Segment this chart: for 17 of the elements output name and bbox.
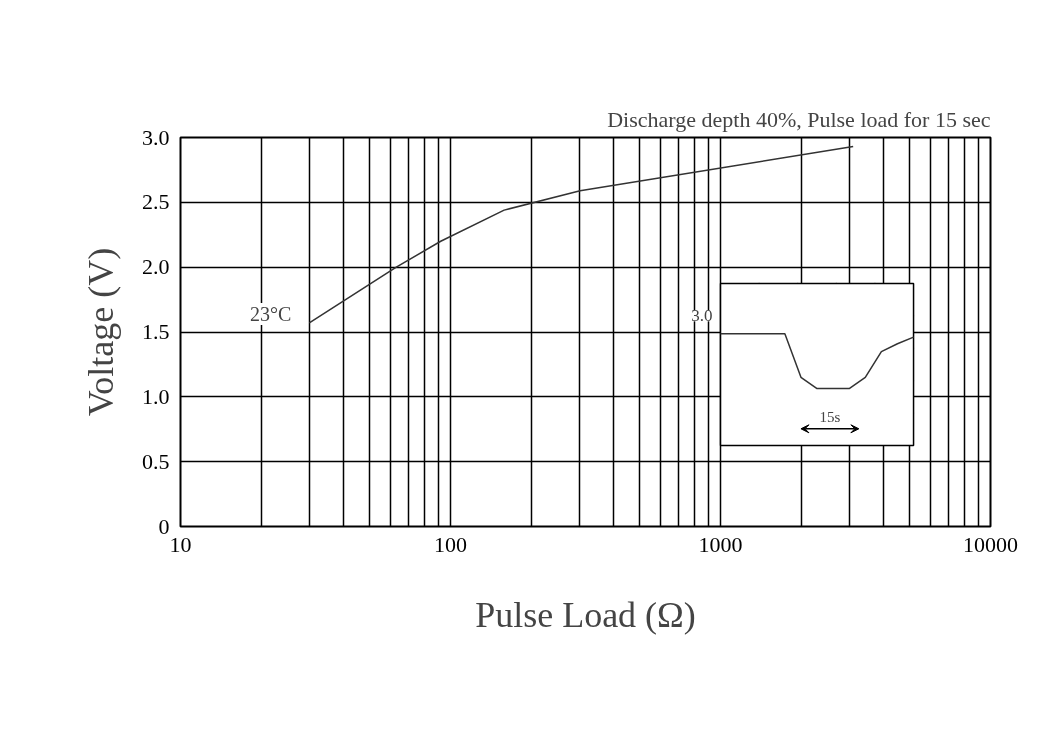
x-tick-label: 100	[434, 531, 467, 557]
y-tick-label: 2.5	[142, 189, 170, 215]
y-tick-label: 0.5	[142, 448, 170, 474]
y-tick-label: 2.0	[142, 254, 170, 280]
x-tick-label: 10	[169, 531, 192, 557]
annotation: 3.0	[691, 306, 713, 326]
chart-title: Discharge depth 40%, Pulse load for 15 sec	[607, 106, 991, 132]
x-axis-title: Pulse Load (Ω)	[475, 594, 696, 635]
y-tick-label: 1.0	[142, 383, 170, 409]
y-tick-label: 3.0	[142, 124, 170, 150]
y-axis-title: Voltage (V)	[81, 247, 121, 417]
annotation: 23°C	[249, 302, 292, 325]
x-tick-label: 10000	[963, 531, 1018, 557]
y-tick-label: 0	[158, 513, 170, 539]
annotation: 15s	[819, 408, 841, 425]
y-tick-label: 1.5	[142, 319, 170, 344]
x-tick-label: 1000	[698, 531, 743, 557]
